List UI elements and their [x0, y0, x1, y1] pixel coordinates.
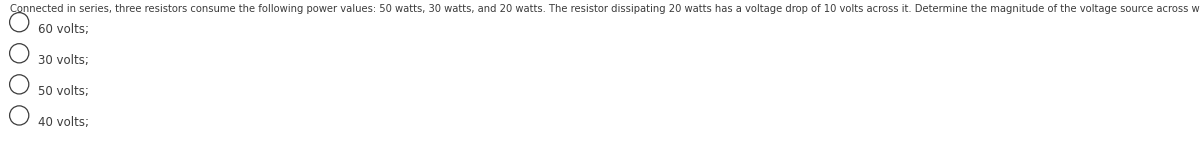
Text: 50 volts;: 50 volts; [38, 85, 89, 98]
Text: Connected in series, three resistors consume the following power values: 50 watt: Connected in series, three resistors con… [10, 4, 1200, 15]
Text: 30 volts;: 30 volts; [38, 54, 89, 67]
Text: 60 volts;: 60 volts; [38, 22, 90, 36]
Text: 40 volts;: 40 volts; [38, 116, 90, 129]
